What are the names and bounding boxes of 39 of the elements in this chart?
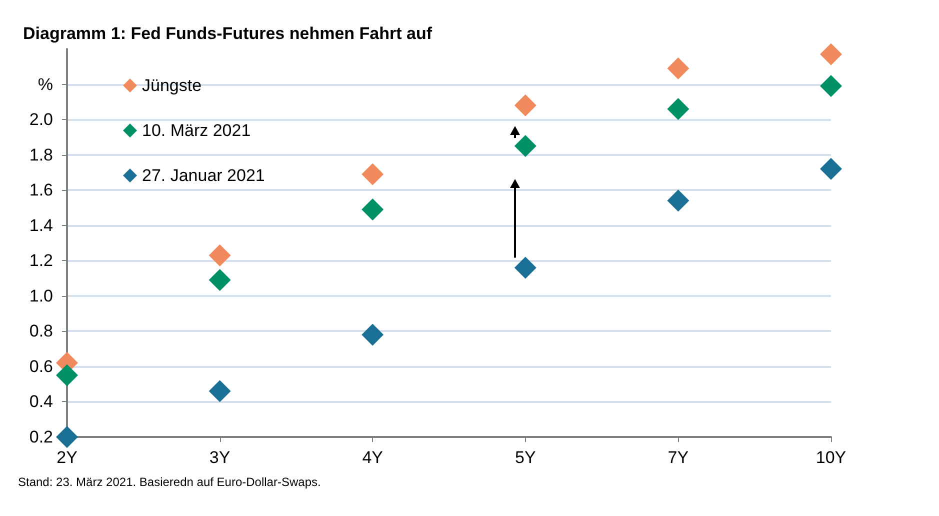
point [667, 190, 690, 212]
legend-label: Jüngste [142, 76, 202, 95]
point [514, 135, 536, 157]
chart-title: Diagramm 1: Fed Funds-Futures nehmen Fahrt auf [23, 24, 432, 43]
point [820, 158, 842, 180]
x-tick-label: 5Y [515, 448, 536, 467]
point [667, 98, 690, 120]
y-tick-label: 1.4 [29, 216, 53, 235]
x-tick-label: 7Y [668, 448, 689, 467]
point [820, 75, 842, 98]
point [514, 94, 536, 116]
x-tick-label: 10Y [816, 448, 846, 467]
point [362, 324, 384, 346]
point [514, 256, 536, 279]
point [362, 198, 384, 220]
y-tick-label: 2.0 [29, 110, 53, 130]
y-tick-label: 0.4 [29, 392, 53, 412]
y-tick-label: 1.8 [29, 145, 53, 164]
legend-label: 27. Januar 2021 [142, 166, 265, 185]
point [820, 43, 842, 66]
y-tick-label: 0.8 [29, 322, 53, 341]
point [56, 364, 78, 386]
legend-label: 10. März 2021 [142, 121, 251, 140]
point [56, 426, 78, 448]
point [208, 269, 231, 292]
x-tick-label: 2Y [56, 448, 78, 467]
point [362, 163, 384, 186]
y-tick-label: 0.2 [29, 428, 53, 446]
x-tick-label: 3Y [209, 448, 230, 467]
y-tick-label: 1.6 [29, 180, 53, 200]
point [208, 380, 231, 402]
y-tick-label: 0.6 [29, 356, 53, 376]
point [208, 244, 231, 266]
point [667, 57, 690, 80]
text: Stand: 23. März 2021. Basieredn auf Euro-Dollar-Swaps. [18, 475, 321, 489]
y-tick-label: % [38, 74, 53, 94]
y-tick-label: 1.2 [29, 251, 53, 270]
y-tick-label: 1.0 [29, 286, 53, 306]
x-tick-label: 4Y [362, 448, 383, 467]
